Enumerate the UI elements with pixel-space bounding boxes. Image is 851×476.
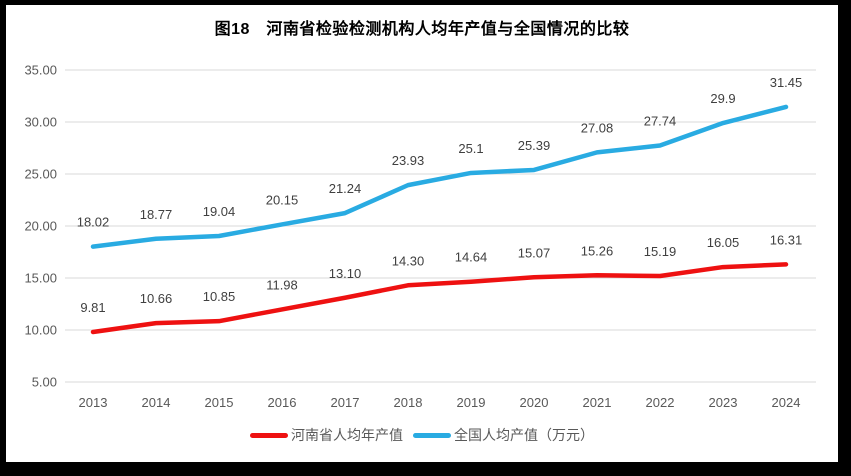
- y-tick-label: 20.00: [24, 219, 57, 234]
- x-tick-label: 2021: [583, 395, 612, 410]
- data-label: 10.85: [203, 289, 236, 304]
- data-label: 19.04: [203, 204, 236, 219]
- data-label: 15.26: [581, 243, 614, 258]
- legend-item-henan[interactable]: 河南省人均年产值: [250, 425, 403, 445]
- y-tick-label: 30.00: [24, 115, 57, 130]
- legend-label-henan: 河南省人均年产值: [291, 427, 403, 443]
- chart-legend: 河南省人均年产值 全国人均产值（万元）: [6, 425, 838, 445]
- data-label: 29.9: [710, 91, 735, 106]
- y-tick-label: 15.00: [24, 271, 57, 286]
- data-label: 25.39: [518, 138, 551, 153]
- chart-canvas: 图18 河南省检验检测机构人均年产值与全国情况的比较 35.00 30.00 25.…: [6, 5, 838, 462]
- data-label: 23.93: [392, 153, 425, 168]
- x-tick-label: 2022: [646, 395, 675, 410]
- legend-swatch-henan-line-icon: [250, 432, 288, 438]
- series-line-0[interactable]: [90, 262, 789, 335]
- data-label: 13.10: [329, 266, 362, 281]
- data-label: 15.19: [644, 244, 677, 259]
- x-tick-label: 2024: [772, 395, 801, 410]
- data-label: 27.08: [581, 120, 614, 135]
- series-line-1[interactable]: [90, 104, 789, 249]
- legend-swatch-national-line-icon: [413, 432, 451, 438]
- y-tick-label: 5.00: [32, 375, 57, 390]
- data-label: 18.77: [140, 207, 173, 222]
- y-tick-label: 10.00: [24, 323, 57, 338]
- x-tick-label: 2018: [394, 395, 423, 410]
- legend-item-national[interactable]: 全国人均产值（万元）: [413, 425, 594, 445]
- data-label: 14.64: [455, 250, 488, 265]
- data-label: 16.05: [707, 235, 740, 250]
- x-tick-label: 2017: [331, 395, 360, 410]
- data-label: 25.1: [458, 141, 483, 156]
- x-tick-label: 2015: [205, 395, 234, 410]
- x-tick-label: 2016: [268, 395, 297, 410]
- x-tick-label: 2023: [709, 395, 738, 410]
- data-label: 15.07: [518, 245, 551, 260]
- data-label: 31.45: [770, 75, 803, 90]
- data-label: 21.24: [329, 181, 362, 196]
- legend-label-national: 全国人均产值（万元）: [454, 427, 594, 443]
- data-label: 11.98: [266, 277, 298, 292]
- data-label: 10.66: [140, 291, 173, 306]
- data-label: 9.81: [80, 300, 105, 315]
- x-tick-label: 2014: [142, 395, 171, 410]
- chart-title: 图18 河南省检验检测机构人均年产值与全国情况的比较: [214, 21, 630, 38]
- data-label: 20.15: [266, 192, 299, 207]
- data-label: 18.02: [77, 215, 110, 230]
- x-tick-label: 2013: [79, 395, 108, 410]
- x-tick-label: 2020: [520, 395, 549, 410]
- data-label: 16.31: [770, 232, 803, 247]
- line-chart-plot-area: 35.00 30.00 25.00 20.00 15.00 10.00 5.00 2013 20…: [24, 63, 816, 410]
- y-tick-label: 25.00: [24, 167, 57, 182]
- x-tick-label: 2019: [457, 395, 486, 410]
- y-tick-label: 35.00: [24, 63, 57, 78]
- data-label: 14.30: [392, 253, 425, 268]
- data-label: 27.74: [644, 114, 677, 129]
